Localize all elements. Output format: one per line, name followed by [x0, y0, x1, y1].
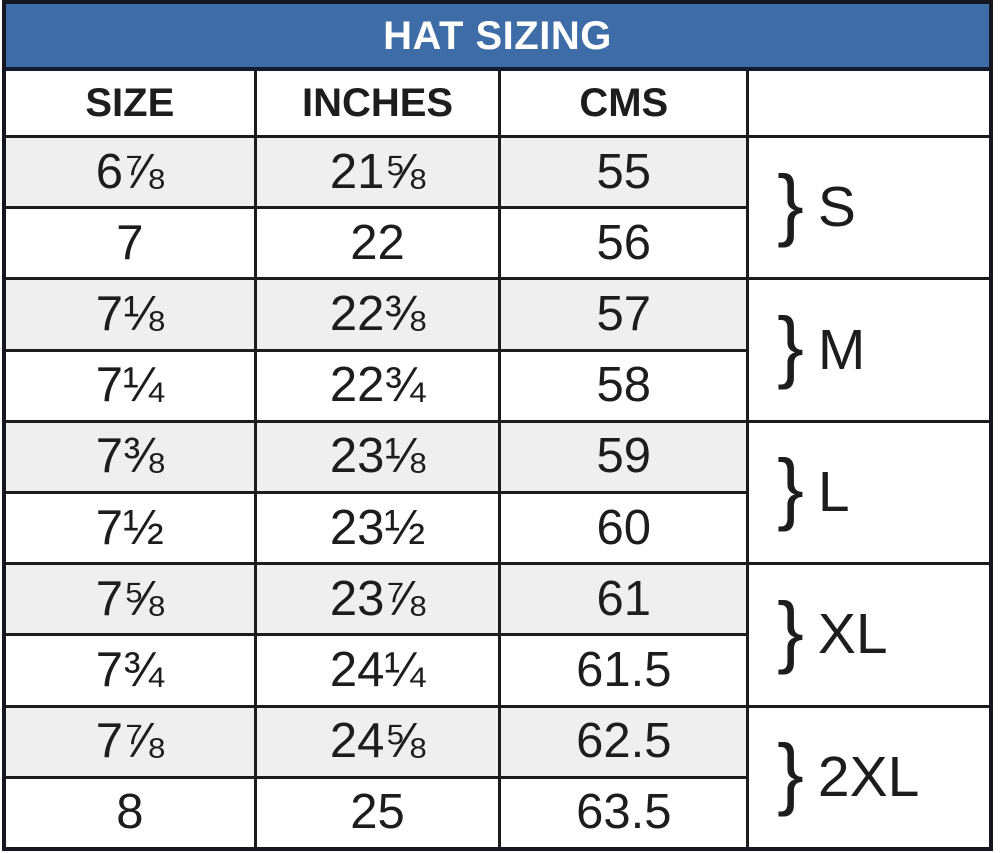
size-group-label: L [817, 459, 850, 524]
cms-cell: 56 [501, 209, 747, 278]
size-group-cell: } L [749, 422, 989, 563]
cms-cell: 63.5 [501, 778, 747, 847]
cms-cell: 57 [501, 280, 747, 349]
inches-cell: 24⅝ [256, 707, 499, 776]
column-header-inches: INCHES [256, 71, 499, 135]
cms-cell: 59 [501, 422, 747, 491]
size-cell: 7 [6, 209, 254, 278]
size-cell: 7¼ [6, 351, 254, 420]
size-cell: 7⅞ [6, 707, 254, 776]
size-group-cell: } 2XL [749, 707, 989, 847]
size-group-label: S [817, 175, 856, 240]
column-header-cms: CMS [501, 71, 747, 135]
size-group-cell: } XL [749, 565, 989, 705]
size-cell: 8 [6, 778, 254, 847]
brace-glyph: } [777, 301, 804, 391]
size-group-cell: } S [749, 138, 989, 278]
size-group-label: 2XL [817, 744, 920, 809]
inches-cell: 23⅞ [256, 565, 499, 634]
column-header-size: SIZE [6, 71, 254, 135]
cms-cell: 61 [501, 565, 747, 634]
inches-cell: 22¾ [256, 351, 499, 420]
size-group-cell: } M [749, 280, 989, 420]
cms-cell: 58 [501, 351, 747, 420]
cms-cell: 55 [501, 138, 747, 207]
size-cell: 7⅜ [6, 422, 254, 491]
brace-glyph: } [777, 728, 804, 818]
size-group-label: XL [817, 602, 888, 667]
brace-glyph: } [777, 443, 804, 533]
size-group-label: M [817, 317, 866, 382]
cms-cell: 61.5 [501, 636, 747, 705]
size-cell: 7¾ [6, 636, 254, 705]
inches-cell: 25 [256, 778, 499, 847]
cms-cell: 62.5 [501, 707, 747, 776]
column-header-blank [749, 71, 989, 135]
cms-cell: 60 [501, 493, 747, 563]
table-title-bar: HAT SIZING [6, 4, 989, 71]
size-cell: 7⅝ [6, 565, 254, 634]
brace-glyph: } [777, 585, 804, 675]
sizing-table: SIZE INCHES CMS 6⅞ 21⅝ 55} S 7 22 56 7⅛ 22⅜ 57} M 7¼ 22… [6, 71, 989, 847]
inches-cell: 23½ [256, 493, 499, 563]
size-cell: 7⅛ [6, 280, 254, 349]
inches-cell: 24¼ [256, 636, 499, 705]
brace-glyph: } [777, 158, 804, 248]
size-cell: 6⅞ [6, 138, 254, 207]
inches-cell: 21⅝ [256, 138, 499, 207]
inches-cell: 22 [256, 209, 499, 278]
inches-cell: 23⅛ [256, 422, 499, 491]
table-title: HAT SIZING [383, 13, 612, 58]
inches-cell: 22⅜ [256, 280, 499, 349]
size-cell: 7½ [6, 493, 254, 563]
